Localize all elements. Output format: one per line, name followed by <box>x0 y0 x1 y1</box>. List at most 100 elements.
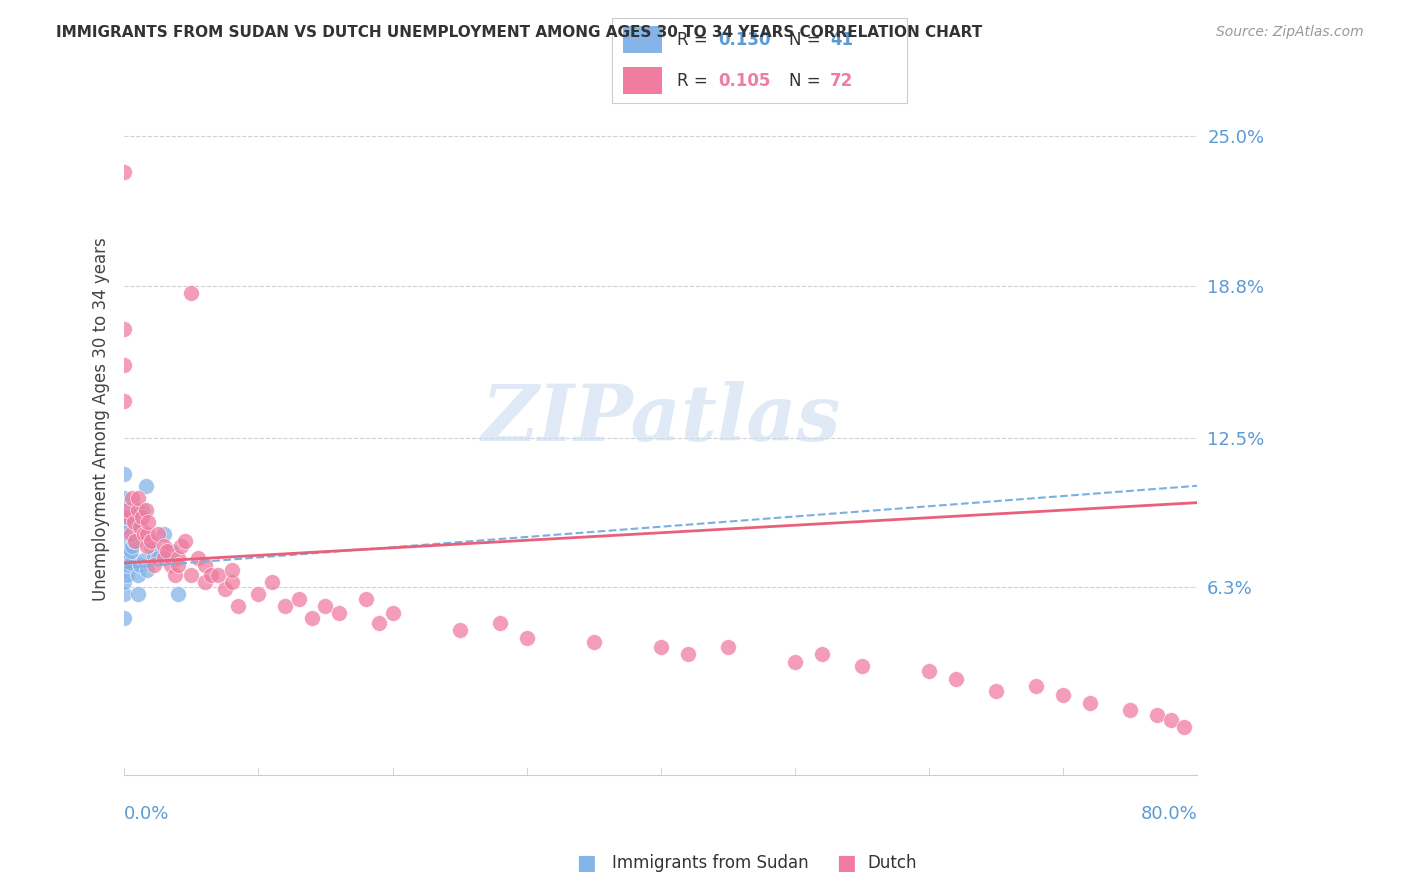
Point <box>112 611 135 625</box>
Text: IMMIGRANTS FROM SUDAN VS DUTCH UNEMPLOYMENT AMONG AGES 30 TO 34 YEARS CORRELATIO: IMMIGRANTS FROM SUDAN VS DUTCH UNEMPLOYM… <box>56 25 983 40</box>
Point <box>135 503 157 517</box>
Point <box>1052 689 1074 703</box>
Point <box>127 503 149 517</box>
Point <box>136 563 159 577</box>
Point <box>112 491 135 505</box>
Point <box>314 599 336 614</box>
Point <box>1078 696 1101 710</box>
Point <box>167 587 190 601</box>
Point <box>207 568 229 582</box>
Point <box>368 616 391 631</box>
Text: Dutch: Dutch <box>868 855 917 872</box>
Point <box>717 640 740 655</box>
Point <box>124 515 146 529</box>
Point <box>301 611 323 625</box>
Point <box>112 563 135 577</box>
Point <box>180 568 202 582</box>
Text: N =: N = <box>789 31 825 49</box>
Point <box>489 616 512 631</box>
Point <box>328 607 350 621</box>
Point <box>120 527 142 541</box>
Point <box>173 534 195 549</box>
Text: 0.105: 0.105 <box>718 71 770 89</box>
Point <box>112 524 135 539</box>
Point <box>260 575 283 590</box>
FancyBboxPatch shape <box>623 27 662 54</box>
Point <box>194 558 217 573</box>
FancyBboxPatch shape <box>623 67 662 95</box>
Point <box>112 394 135 409</box>
Point <box>1119 703 1142 717</box>
Point <box>221 575 243 590</box>
Point <box>134 553 156 567</box>
Point <box>112 503 135 517</box>
Point <box>986 683 1008 698</box>
Point <box>131 503 153 517</box>
Point <box>676 648 699 662</box>
Point <box>194 575 217 590</box>
Point <box>112 549 135 563</box>
Point <box>112 515 135 529</box>
Point <box>142 558 165 573</box>
Point <box>160 544 183 558</box>
Point <box>851 659 873 673</box>
Point <box>127 587 149 601</box>
Point <box>112 587 135 601</box>
Point <box>811 648 834 662</box>
Text: R =: R = <box>676 71 713 89</box>
Point <box>167 551 190 566</box>
Point <box>112 322 135 336</box>
Point <box>112 467 135 481</box>
Point <box>945 672 967 686</box>
Point <box>221 563 243 577</box>
Point <box>112 358 135 372</box>
Point <box>169 539 191 553</box>
Point <box>127 568 149 582</box>
Point <box>112 534 135 549</box>
Text: ■: ■ <box>576 854 596 873</box>
Text: ZIPatlas: ZIPatlas <box>481 381 841 458</box>
Point <box>274 599 297 614</box>
Point <box>1160 713 1182 727</box>
Point <box>112 556 135 570</box>
Point <box>381 607 404 621</box>
Text: ■: ■ <box>837 854 856 873</box>
Point <box>136 539 159 553</box>
Point <box>138 515 160 529</box>
Point <box>117 553 139 567</box>
Point <box>146 527 169 541</box>
Point <box>516 631 538 645</box>
Point <box>226 599 249 614</box>
Text: R =: R = <box>676 31 713 49</box>
Point <box>115 510 138 524</box>
Point <box>247 587 270 601</box>
Point <box>918 665 941 679</box>
Text: 80.0%: 80.0% <box>1140 805 1198 823</box>
Point <box>122 534 145 549</box>
Point <box>214 582 236 597</box>
Point <box>165 568 187 582</box>
Point <box>129 519 152 533</box>
Text: Immigrants from Sudan: Immigrants from Sudan <box>612 855 808 872</box>
Point <box>136 527 159 541</box>
Text: 0.130: 0.130 <box>718 31 770 49</box>
Point <box>1173 720 1195 734</box>
Text: 0.0%: 0.0% <box>124 805 170 823</box>
Point <box>153 551 176 566</box>
Point <box>354 592 377 607</box>
Point <box>783 655 806 669</box>
Point <box>449 624 471 638</box>
Point <box>121 491 143 505</box>
Point <box>124 534 146 549</box>
Point <box>117 503 139 517</box>
Point <box>1025 679 1047 693</box>
Point <box>131 510 153 524</box>
Point <box>187 551 209 566</box>
Text: N =: N = <box>789 71 825 89</box>
Point <box>139 539 162 553</box>
Point <box>112 539 135 553</box>
Point <box>134 527 156 541</box>
Point <box>112 551 135 566</box>
Text: Source: ZipAtlas.com: Source: ZipAtlas.com <box>1216 25 1364 39</box>
Point <box>112 575 135 590</box>
